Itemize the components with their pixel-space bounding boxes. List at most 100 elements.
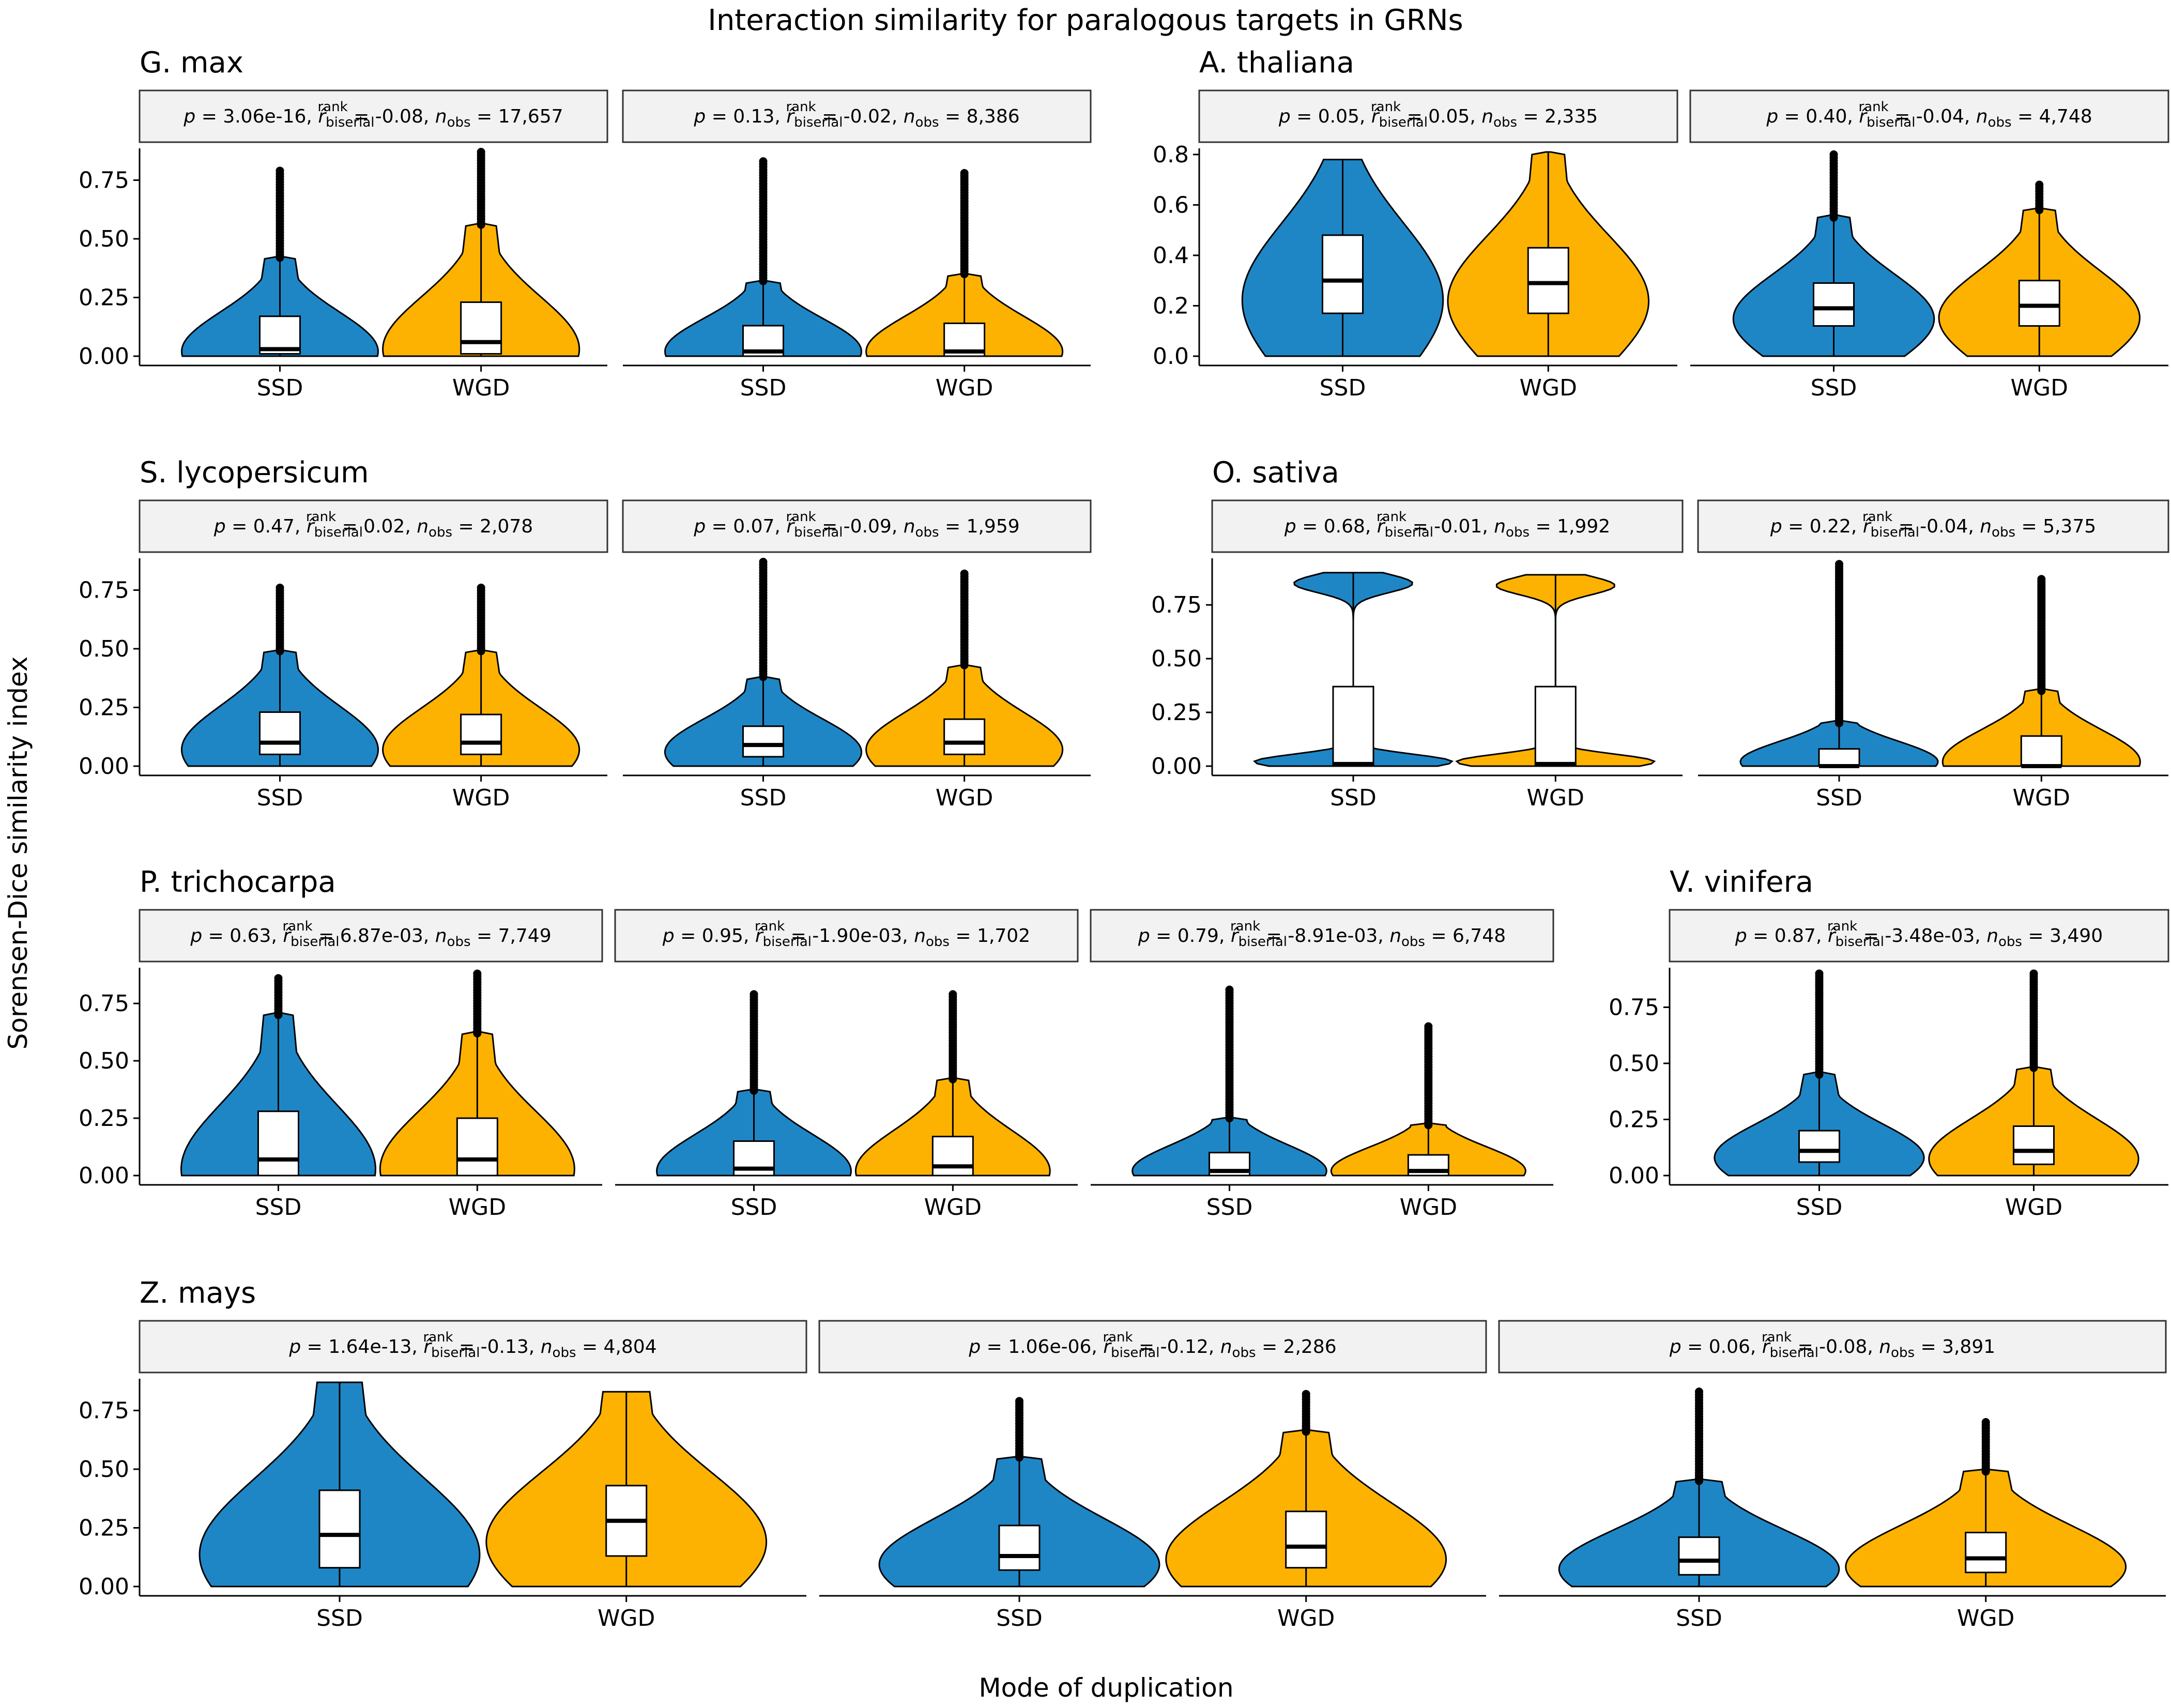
x-tick-label: WGD xyxy=(1527,785,1584,811)
wgd-outlier xyxy=(477,148,485,156)
facet-strip xyxy=(1689,89,2169,143)
strip-text-part: obs xyxy=(1988,115,2012,130)
strip-text-part: = 7,749 xyxy=(471,925,552,947)
wgd-box xyxy=(931,1136,974,1177)
facet-strip xyxy=(818,1320,1487,1374)
strip-text-part: = 4,804 xyxy=(576,1336,657,1358)
strip-text-part: r̂ xyxy=(1859,106,1868,127)
strip-text-part: biserial xyxy=(1385,525,1433,540)
strip-text-part: r̂ xyxy=(1762,1336,1771,1358)
facet-panel: p = 0.22, r̂biserialrank = -0.04, nobs =… xyxy=(1697,499,2169,811)
wgd-outlier xyxy=(1981,1418,1990,1427)
strip-text-part: n xyxy=(1976,106,1988,127)
strip-text-part: rank xyxy=(1862,509,1892,525)
strip-text-part: = -0.08, xyxy=(1792,1336,1879,1358)
y-tick-label: 0.25 xyxy=(1609,1106,1659,1133)
wgd-outlier xyxy=(1424,1022,1433,1031)
wgd-outlier xyxy=(949,990,957,999)
facet-panel: p = 1.06e-06, r̂biserialrank = -0.12, no… xyxy=(818,1320,1487,1631)
strip-text-part: obs xyxy=(429,525,452,540)
species-title: G. max xyxy=(140,46,243,80)
ssd-box xyxy=(1332,685,1374,767)
strip-text-part: = -0.08, xyxy=(348,106,435,127)
ssd-box xyxy=(1322,234,1364,314)
strip-text-part: = 6,748 xyxy=(1425,925,1506,947)
strip-text-part: n xyxy=(904,106,915,127)
strip-text-part: r̂ xyxy=(1371,106,1380,127)
strip-text-part: p xyxy=(288,1336,301,1358)
strip-text-part: rank xyxy=(1858,99,1888,115)
facet-strip xyxy=(139,909,603,963)
strip-text-part: p xyxy=(183,106,195,127)
ssd-outlier xyxy=(276,583,284,592)
strip-text-part: biserial xyxy=(1379,115,1428,130)
y-tick-label: 0.50 xyxy=(79,1048,129,1074)
facet-panel: p = 1.64e-13, r̂biserialrank = -0.13, no… xyxy=(139,1320,807,1631)
strip-text-part: = 0.05, xyxy=(1401,106,1481,127)
x-tick-label: SSD xyxy=(740,375,787,401)
facet-strip-label: p = 0.95, r̂biserialrank = -1.90e-03, no… xyxy=(662,919,1030,950)
facet-strip xyxy=(614,909,1079,963)
strip-text-part: p xyxy=(1770,516,1782,537)
strip-text-part: = 1,992 xyxy=(1530,516,1610,537)
facet-strip xyxy=(1498,1320,2167,1374)
facet-panel: p = 0.68, r̂biserialrank = -0.01, nobs =… xyxy=(1211,499,1684,811)
y-tick-label: 0.50 xyxy=(1151,646,1202,672)
strip-text-part: obs xyxy=(1891,1345,1915,1361)
strip-text-part: biserial xyxy=(1239,934,1287,950)
species-title: Z. mays xyxy=(140,1276,256,1310)
facet-strip-label: p = 0.79, r̂biserialrank = -8.91e-03, no… xyxy=(1138,919,1506,950)
strip-text-part: = 0.68, xyxy=(1296,516,1377,537)
facet-strip-label: p = 1.06e-06, r̂biserialrank = -0.12, no… xyxy=(968,1330,1336,1361)
ssd-box xyxy=(742,725,784,758)
strip-text-part: = -0.02, xyxy=(816,106,904,127)
strip-text-part: = 0.47, xyxy=(226,516,307,537)
y-tick-label: 0.75 xyxy=(79,167,129,193)
y-tick-label: 0.50 xyxy=(79,1456,129,1483)
x-tick-label: WGD xyxy=(452,785,510,811)
y-tick-label: 0.00 xyxy=(1151,753,1202,780)
strip-text-part: = 0.79, xyxy=(1150,925,1231,947)
facet-strip xyxy=(1669,909,2169,963)
strip-text-part: r̂ xyxy=(1377,516,1386,537)
strip-text-part: = 0.40, xyxy=(1778,106,1859,127)
y-tick-label: 0.50 xyxy=(1609,1050,1659,1077)
facet-strip-label: p = 0.13, r̂biserialrank = -0.02, nobs =… xyxy=(693,99,1019,130)
strip-text-part: biserial xyxy=(1867,115,1915,130)
strip-text-part: rank xyxy=(786,509,816,525)
facet-strip-label: p = 0.47, r̂biserialrank = 0.02, nobs = … xyxy=(213,509,533,540)
strip-text-part: n xyxy=(1220,1336,1232,1358)
wgd-box xyxy=(456,1117,498,1177)
strip-text-part: = -0.12, xyxy=(1133,1336,1220,1358)
wgd-outlier xyxy=(473,969,482,978)
x-tick-label: SSD xyxy=(1206,1194,1253,1221)
facet-panel: p = 0.06, r̂biserialrank = -0.08, nobs =… xyxy=(1498,1320,2167,1631)
strip-text-part: n xyxy=(1980,516,1992,537)
strip-text-part: biserial xyxy=(291,934,339,950)
ssd-box xyxy=(998,1524,1041,1571)
facet-strip xyxy=(139,89,608,143)
ssd-outlier xyxy=(1015,1397,1023,1406)
x-tick-label: WGD xyxy=(449,1194,506,1221)
x-tick-label: WGD xyxy=(598,1605,655,1631)
strip-text-part: biserial xyxy=(794,115,843,130)
wgd-outlier xyxy=(960,169,969,177)
x-tick-label: WGD xyxy=(1520,375,1577,401)
x-tick-label: SSD xyxy=(1330,785,1377,811)
facet-strip xyxy=(1198,89,1678,143)
strip-text-part: biserial xyxy=(1836,934,1884,950)
x-tick-label: SSD xyxy=(255,1194,302,1221)
strip-text-part: obs xyxy=(553,1345,576,1361)
ssd-outlier xyxy=(276,166,284,175)
ssd-outlier xyxy=(274,974,283,983)
y-tick-label: 0.50 xyxy=(79,226,129,252)
strip-text-part: biserial xyxy=(1770,1345,1818,1361)
strip-text-part: n xyxy=(1481,106,1493,127)
y-tick-label: 0.8 xyxy=(1153,142,1189,168)
strip-text-part: = 0.22, xyxy=(1782,516,1863,537)
y-tick-label: 0.00 xyxy=(79,1163,129,1189)
ssd-outlier xyxy=(1815,969,1824,978)
